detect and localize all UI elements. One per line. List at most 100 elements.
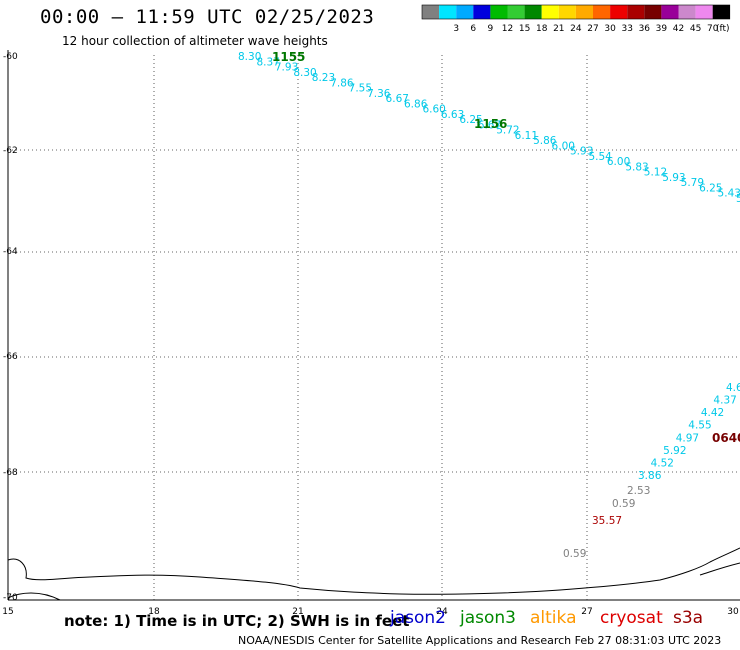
lat-label: -70 — [3, 593, 18, 603]
legend-swatch — [507, 5, 525, 19]
wave-height-value: 5.83 — [625, 161, 648, 173]
wave-height-value: 7.55 — [349, 83, 372, 95]
lat-label: -60 — [3, 52, 18, 62]
legend-label: 15 — [519, 24, 530, 34]
wave-height-value: 5.5 — [736, 193, 740, 205]
lon-label: 18 — [148, 607, 160, 617]
legend-swatch — [456, 5, 474, 19]
wave-height-value: 5.86 — [533, 135, 557, 147]
legend-label: 21 — [553, 24, 564, 34]
map-title: 00:00 – 11:59 UTC 02/25/2023 — [40, 6, 375, 28]
wave-height-value: 6.00 — [607, 156, 630, 168]
wave-height-value: 0.59 — [563, 548, 586, 560]
legend-swatch — [712, 5, 730, 19]
legend-label: 12 — [502, 24, 513, 34]
satellite-jason3: jason3 — [460, 608, 516, 628]
legend-label: 27 — [587, 24, 598, 34]
wave-height-value: 6.25 — [459, 114, 482, 126]
legend-swatch — [524, 5, 542, 19]
wave-height-value: 0.59 — [612, 498, 635, 510]
wave-height-value: 6.86 — [404, 98, 428, 110]
wave-height-value: 7.93 — [275, 62, 298, 74]
lon-label: 15 — [2, 607, 13, 617]
wave-height-value: 7.86 — [330, 77, 354, 89]
wave-height-value: 35.57 — [592, 515, 622, 527]
legend-label: 30 — [604, 24, 616, 34]
legend-swatch — [541, 5, 559, 19]
satellite-s3a: s3a — [673, 608, 704, 628]
legend-label: 18 — [536, 24, 548, 34]
lon-label: 21 — [292, 607, 303, 617]
wave-height-value: 5.92 — [663, 445, 686, 457]
legend-swatch — [439, 5, 457, 19]
wave-height-value: 5.12 — [644, 167, 667, 179]
wave-height-value: 4.42 — [701, 407, 724, 419]
legend-swatch — [593, 5, 611, 19]
wave-height-value: 2.53 — [627, 485, 650, 497]
legend-unit: (ft) — [716, 24, 730, 34]
map-subtitle: 12 hour collection of altimeter wave hei… — [62, 34, 328, 48]
legend-label: 70 — [707, 24, 719, 34]
wave-height-value: 6.00 — [552, 140, 575, 152]
wave-height-value: 6.60 — [422, 104, 445, 116]
legend-swatch — [627, 5, 645, 19]
legend-swatch — [661, 5, 679, 19]
legend-label: 24 — [570, 24, 582, 34]
wave-height-value: 5.72 — [496, 125, 519, 137]
lat-label: -62 — [3, 146, 18, 156]
legend-swatch — [422, 5, 440, 19]
legend-swatch — [678, 5, 696, 19]
lat-label: -66 — [3, 352, 18, 362]
wave-height-value: 8.23 — [312, 72, 335, 84]
wave-height-value: 6.63 — [441, 109, 464, 121]
legend-swatch — [610, 5, 628, 19]
wave-height-value: 5.93 — [662, 172, 685, 184]
legend-label: 9 — [488, 24, 494, 34]
lon-label: 27 — [581, 607, 592, 617]
wave-height-value: 6.11 — [515, 130, 538, 142]
pass-id-label: 1156 — [474, 117, 507, 131]
note-text: note: 1) Time is in UTC; 2) SWH is in fe… — [64, 612, 410, 630]
wave-height-value: 5.93 — [570, 146, 593, 158]
wave-height-value: 5.54 — [588, 151, 612, 163]
wave-height-value: 4.6 — [726, 382, 740, 394]
wave-height-value: 5.79 — [681, 177, 704, 189]
pass-id-label: 1155 — [272, 50, 305, 64]
wave-height-value: 4.97 — [676, 432, 699, 444]
wave-height-labels: 8.308.377.938.308.237.867.557.366.676.86… — [238, 50, 740, 560]
color-legend: 3 6 9 12 15 18 21 24 27 30 33 36 39 42 45 70(ft) — [421, 4, 731, 34]
satellite-altika: altika — [530, 608, 577, 628]
legend-swatch — [644, 5, 662, 19]
wave-height-value: 7.36 — [367, 88, 391, 100]
map-frame — [7, 50, 740, 601]
wave-height-value: 6.67 — [386, 93, 409, 105]
coastline — [7, 547, 740, 601]
legend-label: 39 — [656, 24, 668, 34]
graticule — [8, 55, 740, 600]
wave-height-value: 4.37 — [713, 395, 736, 407]
legend-swatch — [558, 5, 576, 19]
wave-height-value: 6.67 — [478, 119, 501, 131]
lon-label: 24 — [436, 607, 448, 617]
lat-label: -68 — [3, 468, 18, 478]
wave-height-value: 3.86 — [638, 470, 662, 482]
legend-label: 3 — [453, 24, 459, 34]
wave-height-value: 4.52 — [651, 457, 674, 469]
wave-height-value: 6.25 — [699, 182, 722, 194]
satellite-jason2: jason2 — [390, 608, 446, 628]
pass-id-label: 0640 — [712, 431, 740, 445]
wave-height-value: 8.37 — [256, 56, 279, 68]
legend-label: 33 — [621, 24, 632, 34]
legend-swatch — [490, 5, 508, 19]
coastline-path — [7, 547, 740, 595]
legend-swatch — [575, 5, 593, 19]
legend-swatch — [473, 5, 491, 19]
legend-label: 42 — [673, 24, 684, 34]
coast-detail — [699, 562, 740, 576]
wave-height-value: 5.43 — [718, 188, 740, 200]
legend-swatch — [695, 5, 713, 19]
legend-border — [421, 4, 731, 20]
coast-island — [7, 592, 61, 601]
wave-height-value: 8.30 — [293, 67, 316, 79]
